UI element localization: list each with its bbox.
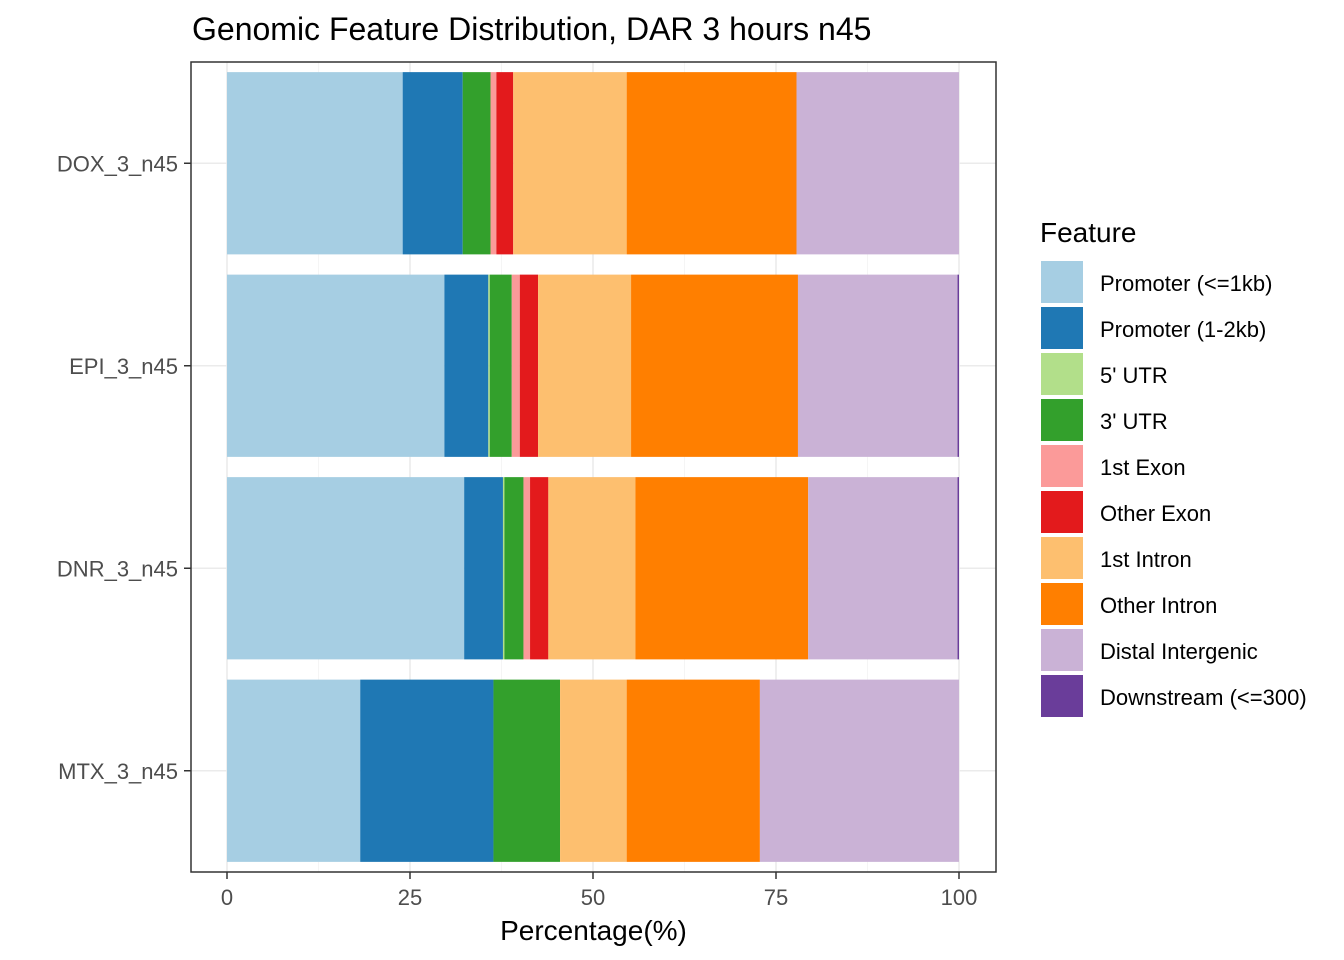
bar-segment bbox=[957, 477, 959, 660]
bar-segment bbox=[631, 274, 798, 457]
bar-segment bbox=[462, 72, 491, 255]
legend-label: 3' UTR bbox=[1100, 409, 1168, 434]
y-tick-label: DOX_3_n45 bbox=[57, 151, 178, 176]
bar-segment bbox=[957, 274, 959, 457]
x-tick-label: 0 bbox=[221, 885, 233, 910]
bar-segment bbox=[548, 477, 636, 660]
bar-segment bbox=[504, 477, 524, 660]
legend-label: 1st Exon bbox=[1100, 455, 1186, 480]
legend-label: Promoter (<=1kb) bbox=[1100, 271, 1272, 296]
bar-segment bbox=[808, 477, 958, 660]
x-axis: 0 25 50 75 100 bbox=[221, 872, 977, 910]
bar-segment bbox=[227, 72, 403, 255]
legend-label: 5' UTR bbox=[1100, 363, 1168, 388]
x-tick-label: 50 bbox=[581, 885, 605, 910]
bar-segment bbox=[796, 72, 959, 255]
bar-segment bbox=[227, 477, 465, 660]
bar-segment bbox=[560, 679, 627, 862]
legend: Feature Promoter (<=1kb) Promoter (1-2kb)… bbox=[1040, 217, 1307, 717]
y-tick-label: DNR_3_n45 bbox=[57, 556, 178, 581]
bar-segment bbox=[530, 477, 549, 660]
y-tick-label: EPI_3_n45 bbox=[69, 354, 178, 379]
bar-segment bbox=[513, 72, 627, 255]
legend-label: Other Exon bbox=[1100, 501, 1211, 526]
legend-key bbox=[1041, 307, 1083, 349]
bar-segment bbox=[635, 477, 809, 660]
x-axis-title: Percentage(%) bbox=[500, 915, 687, 946]
bar-segment bbox=[626, 72, 797, 255]
legend-key bbox=[1041, 675, 1083, 717]
y-tick-label: MTX_3_n45 bbox=[58, 759, 178, 784]
bar-segment bbox=[626, 679, 760, 862]
legend-key bbox=[1041, 537, 1083, 579]
legend-key bbox=[1041, 629, 1083, 671]
legend-label: Downstream (<=300) bbox=[1100, 685, 1307, 710]
bar-segment bbox=[360, 679, 494, 862]
bars-layer bbox=[227, 72, 959, 862]
legend-label: Promoter (1-2kb) bbox=[1100, 317, 1266, 342]
bar-segment bbox=[502, 477, 505, 660]
x-tick-label: 25 bbox=[398, 885, 422, 910]
bar-segment bbox=[490, 72, 497, 255]
legend-label: Distal Intergenic bbox=[1100, 639, 1258, 664]
bar-segment bbox=[538, 274, 632, 457]
bar-segment bbox=[227, 274, 445, 457]
legend-label: 1st Intron bbox=[1100, 547, 1192, 572]
bar-segment bbox=[511, 274, 520, 457]
bar-segment bbox=[759, 679, 959, 862]
legend-label: Other Intron bbox=[1100, 593, 1217, 618]
bar-segment bbox=[493, 679, 561, 862]
legend-key bbox=[1041, 583, 1083, 625]
legend-key bbox=[1041, 353, 1083, 395]
chart-title: Genomic Feature Distribution, DAR 3 hour… bbox=[192, 11, 871, 47]
bar-segment bbox=[488, 274, 490, 457]
y-axis: DOX_3_n45 EPI_3_n45 DNR_3_n45 MTX_3_n45 bbox=[57, 151, 191, 784]
bar-segment bbox=[464, 477, 503, 660]
bar-segment bbox=[519, 274, 539, 457]
x-tick-label: 100 bbox=[941, 885, 978, 910]
x-tick-label: 75 bbox=[764, 885, 788, 910]
bar-segment bbox=[797, 274, 958, 457]
bar-segment bbox=[496, 72, 514, 255]
legend-key bbox=[1041, 491, 1083, 533]
bar-segment bbox=[444, 274, 489, 457]
bar-segment bbox=[402, 72, 463, 255]
bar-segment bbox=[227, 679, 361, 862]
legend-key bbox=[1041, 261, 1083, 303]
bar-segment bbox=[489, 274, 512, 457]
legend-key bbox=[1041, 445, 1083, 487]
legend-key bbox=[1041, 399, 1083, 441]
bar-segment bbox=[523, 477, 531, 660]
legend-title: Feature bbox=[1040, 217, 1137, 248]
